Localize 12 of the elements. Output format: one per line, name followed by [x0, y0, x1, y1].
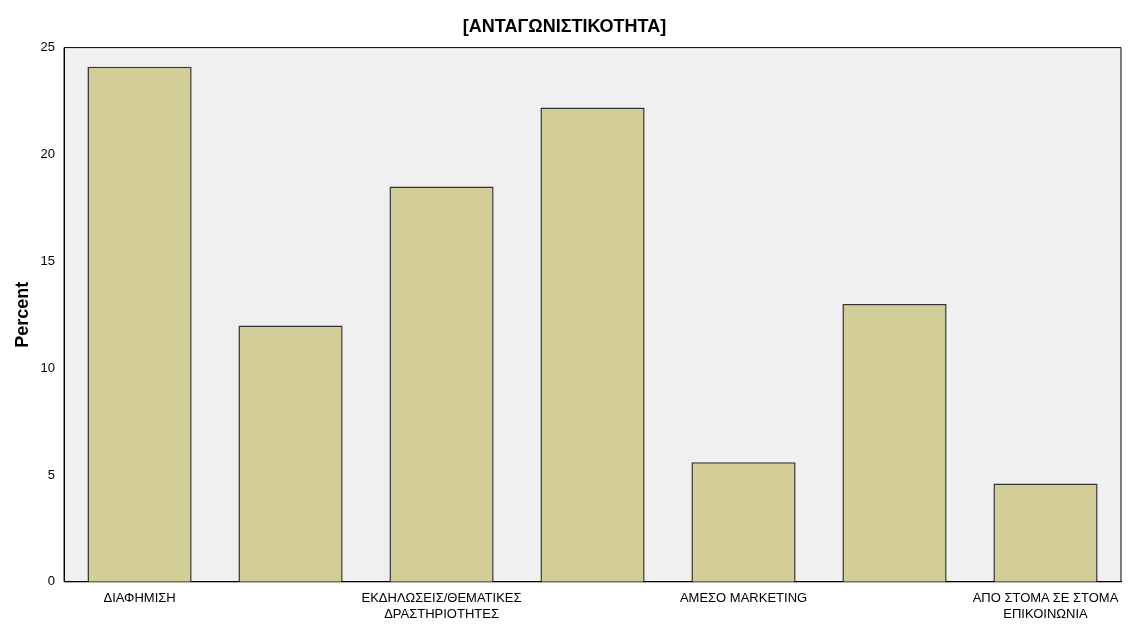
y-tick-label: 0 — [47, 573, 56, 589]
y-tick-label: 25 — [40, 39, 56, 55]
y-tick-label: 20 — [40, 146, 56, 162]
y-tick-label: 10 — [40, 359, 56, 375]
chart-title: [ΑΝΤΑΓΩΝΙΣΤΙΚΟΤΗΤΑ] — [462, 15, 667, 36]
x-tick-label: ΕΚΔΗΛΩΣΕΙΣ/ΘΕΜΑΤΙΚΕΣ ΔΡΑΣΤΗΡΙΟΤΗΤΕΣ — [361, 590, 522, 621]
x-tick-label: ΑΜΕΣΟ MARKETING — [679, 590, 808, 606]
y-axis-title: Percent — [11, 281, 32, 348]
y-tick-label: 5 — [47, 466, 56, 482]
y-tick-label: 15 — [40, 252, 56, 268]
x-tick-label: ΔΙΑΦΗΜΙΣΗ — [103, 590, 176, 606]
x-tick-label: ΑΠΟ ΣΤΟΜΑ ΣΕ ΣΤΟΜΑ ΕΠΙΚΟΙΝΩΝΙΑ — [972, 590, 1119, 621]
